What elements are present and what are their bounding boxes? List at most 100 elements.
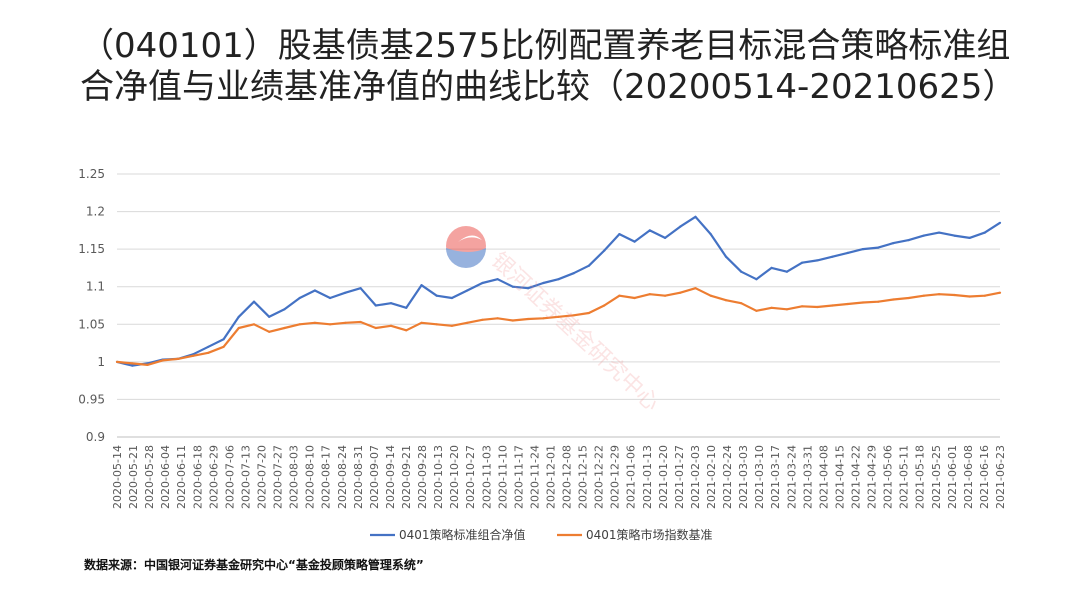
data-point bbox=[801, 261, 804, 264]
data-point bbox=[648, 229, 651, 232]
data-point bbox=[572, 314, 575, 317]
x-tick-label: 2021-01-06 bbox=[625, 445, 638, 509]
x-tick-label: 2021-05-25 bbox=[930, 445, 943, 509]
data-point bbox=[603, 304, 606, 307]
data-point bbox=[405, 329, 408, 332]
x-tick-label: 2021-02-03 bbox=[689, 445, 702, 509]
data-point bbox=[953, 234, 956, 237]
data-point bbox=[313, 289, 316, 292]
data-point bbox=[557, 278, 560, 281]
data-point bbox=[389, 324, 393, 327]
data-point bbox=[252, 300, 256, 303]
x-tick-label: 2021-05-11 bbox=[898, 445, 911, 509]
data-point bbox=[831, 304, 834, 307]
data-point bbox=[907, 239, 910, 242]
x-tick-label: 2020-11-17 bbox=[512, 445, 525, 509]
data-source-note: 数据来源：中国银河证券基金研究中心“基金投顾策略管理系统” bbox=[84, 558, 424, 572]
data-point bbox=[983, 231, 986, 234]
data-point bbox=[938, 231, 941, 234]
x-tick-label: 2021-06-16 bbox=[978, 445, 991, 509]
data-point bbox=[998, 291, 1002, 294]
x-tick-label: 2020-07-13 bbox=[239, 445, 252, 509]
x-tick-label: 2021-03-17 bbox=[769, 445, 782, 509]
x-tick-label: 2021-06-08 bbox=[962, 445, 975, 509]
data-point bbox=[450, 296, 453, 300]
gridlines bbox=[117, 173, 1000, 438]
series-line-1 bbox=[116, 215, 1001, 367]
data-point bbox=[192, 354, 195, 357]
data-point bbox=[252, 323, 256, 326]
data-point bbox=[922, 294, 926, 297]
data-point bbox=[542, 281, 545, 285]
data-point bbox=[435, 323, 438, 326]
data-point bbox=[329, 296, 332, 300]
x-tick-label: 2020-12-15 bbox=[577, 445, 590, 509]
series-group bbox=[115, 215, 1002, 367]
y-tick-label: 1.05 bbox=[78, 317, 105, 331]
x-tick-label: 2021-03-03 bbox=[737, 445, 750, 509]
x-tick-label: 2021-05-06 bbox=[882, 445, 895, 509]
data-point bbox=[846, 251, 849, 254]
x-tick-label: 2021-03-24 bbox=[785, 445, 798, 509]
data-point bbox=[770, 306, 773, 309]
x-tick-label: 2020-12-01 bbox=[544, 445, 557, 509]
data-point bbox=[115, 360, 119, 363]
data-point bbox=[176, 357, 179, 360]
data-point bbox=[466, 321, 469, 324]
data-point bbox=[785, 308, 789, 311]
y-axis-ticks: 0.9 0.95 1 1.05 1.1 1.15 1.2 1.25 bbox=[78, 167, 105, 444]
data-point bbox=[222, 338, 225, 341]
data-point bbox=[861, 248, 865, 251]
data-point bbox=[268, 330, 271, 333]
x-tick-label: 2020-12-22 bbox=[593, 445, 606, 509]
data-point bbox=[892, 298, 895, 301]
data-point bbox=[587, 264, 591, 267]
data-point bbox=[298, 296, 301, 300]
data-point bbox=[527, 287, 530, 290]
x-axis-ticks: 2020-05-14 2020-05-21 2020-05-28 2020-06-04… bbox=[111, 445, 1007, 509]
x-tick-label: 2020-09-07 bbox=[368, 445, 381, 509]
x-tick-label: 2021-05-18 bbox=[914, 445, 927, 509]
x-tick-label: 2020-06-04 bbox=[159, 445, 172, 509]
x-tick-label: 2020-12-08 bbox=[561, 445, 574, 509]
data-point bbox=[405, 306, 408, 309]
x-tick-label: 2020-08-17 bbox=[320, 445, 333, 509]
data-point bbox=[648, 293, 651, 296]
legend-label-series-1: 0401策略标准组合净值 bbox=[399, 527, 526, 542]
x-tick-label: 2020-10-20 bbox=[448, 445, 461, 509]
data-point bbox=[344, 291, 347, 294]
data-point bbox=[709, 233, 712, 236]
y-tick-label: 1.1 bbox=[86, 280, 105, 294]
y-tick-label: 1.15 bbox=[78, 242, 105, 256]
y-tick-label: 0.9 bbox=[86, 430, 105, 444]
data-point bbox=[694, 215, 697, 218]
x-tick-label: 2020-10-27 bbox=[464, 445, 477, 509]
data-point bbox=[877, 300, 880, 303]
x-tick-label: 2021-03-31 bbox=[801, 445, 814, 509]
x-tick-label: 2021-03-10 bbox=[753, 445, 766, 509]
data-point bbox=[420, 284, 423, 287]
x-tick-label: 2020-09-28 bbox=[416, 445, 429, 509]
data-point bbox=[846, 302, 849, 306]
data-point bbox=[131, 364, 134, 367]
y-tick-label: 1 bbox=[97, 355, 105, 369]
data-point bbox=[861, 301, 865, 304]
x-tick-label: 2021-02-10 bbox=[705, 445, 718, 509]
x-tick-label: 2020-06-29 bbox=[207, 445, 220, 509]
data-point bbox=[298, 323, 301, 326]
data-point bbox=[618, 294, 621, 297]
data-point bbox=[207, 351, 210, 354]
data-point bbox=[237, 315, 240, 318]
data-point bbox=[770, 266, 773, 269]
data-point bbox=[724, 299, 728, 302]
data-point bbox=[968, 236, 971, 239]
x-tick-label: 2020-11-03 bbox=[480, 445, 493, 509]
data-point bbox=[587, 311, 591, 315]
x-tick-label: 2021-06-01 bbox=[946, 445, 959, 509]
x-tick-label: 2020-07-20 bbox=[255, 445, 268, 509]
data-point bbox=[877, 246, 880, 249]
x-tick-label: 2020-07-06 bbox=[223, 445, 236, 509]
data-point bbox=[572, 272, 575, 275]
data-point bbox=[801, 305, 804, 308]
